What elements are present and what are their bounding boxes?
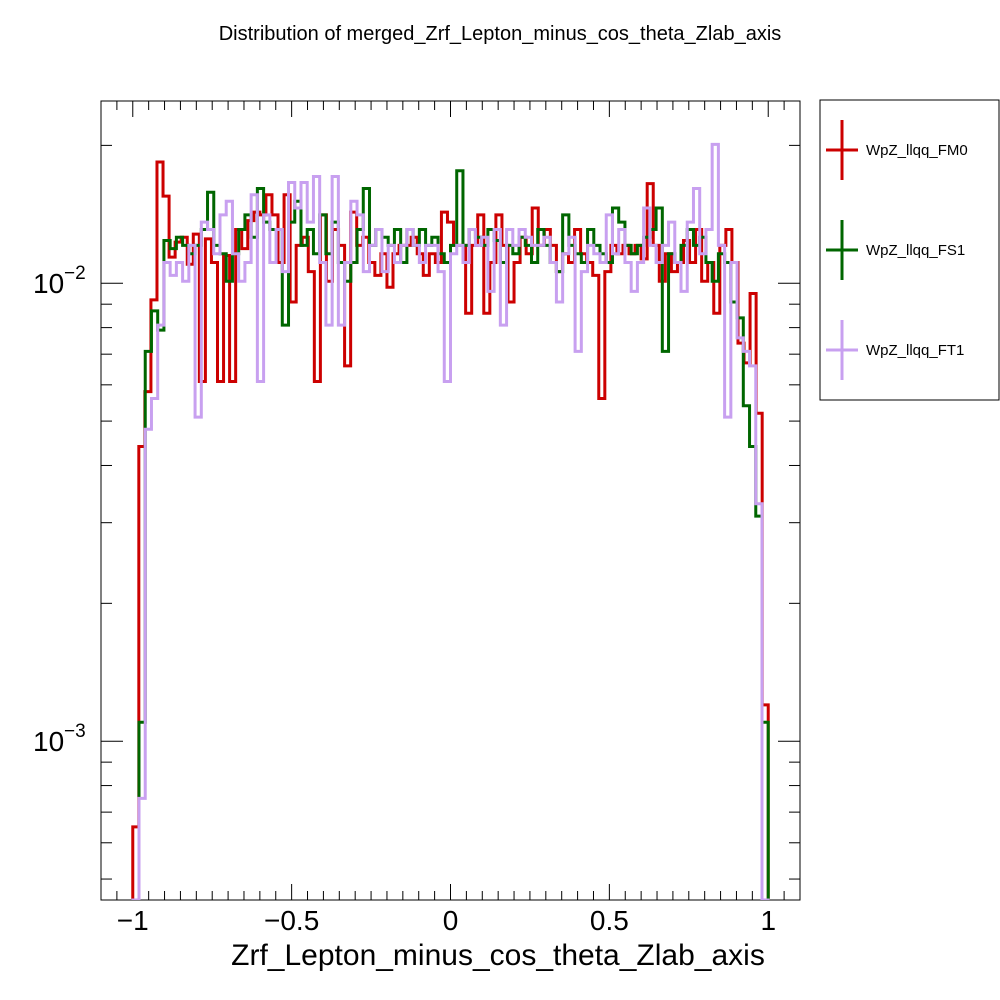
- x-tick-label: 0: [443, 905, 459, 936]
- series-layer: [131, 142, 770, 900]
- y-tick-labels: 10−210−3: [33, 263, 86, 757]
- x-tick-label: −0.5: [264, 905, 319, 936]
- chart-title: Distribution of merged_Zrf_Lepton_minus_…: [219, 23, 782, 45]
- y-tick-label: 10: [33, 726, 64, 757]
- legend-label: WpZ_llqq_FM0: [866, 142, 968, 159]
- plot-frame: [100, 100, 801, 901]
- y-tick-label-exponent: −3: [64, 721, 86, 742]
- y-tick-label-exponent: −2: [64, 263, 86, 284]
- x-tick-label: 0.5: [590, 905, 629, 936]
- x-axis-ticks: [116, 101, 785, 900]
- legend-label: WpZ_llqq_FT1: [866, 342, 964, 359]
- legend-label: WpZ_llqq_FS1: [866, 242, 965, 259]
- x-tick-label: 1: [760, 905, 776, 936]
- y-tick-label: 10: [33, 268, 64, 299]
- legend: WpZ_llqq_FM0 WpZ_llqq_FS1 WpZ_llqq_FT1: [826, 120, 968, 380]
- y-axis-ticks: [101, 144, 800, 880]
- x-axis-label: Zrf_Lepton_minus_cos_theta_Zlab_axis: [231, 939, 765, 972]
- series-line: [131, 142, 770, 900]
- x-tick-label: −1: [117, 905, 149, 936]
- x-tick-labels: −1 −0.5 0 0.5 1: [117, 905, 776, 936]
